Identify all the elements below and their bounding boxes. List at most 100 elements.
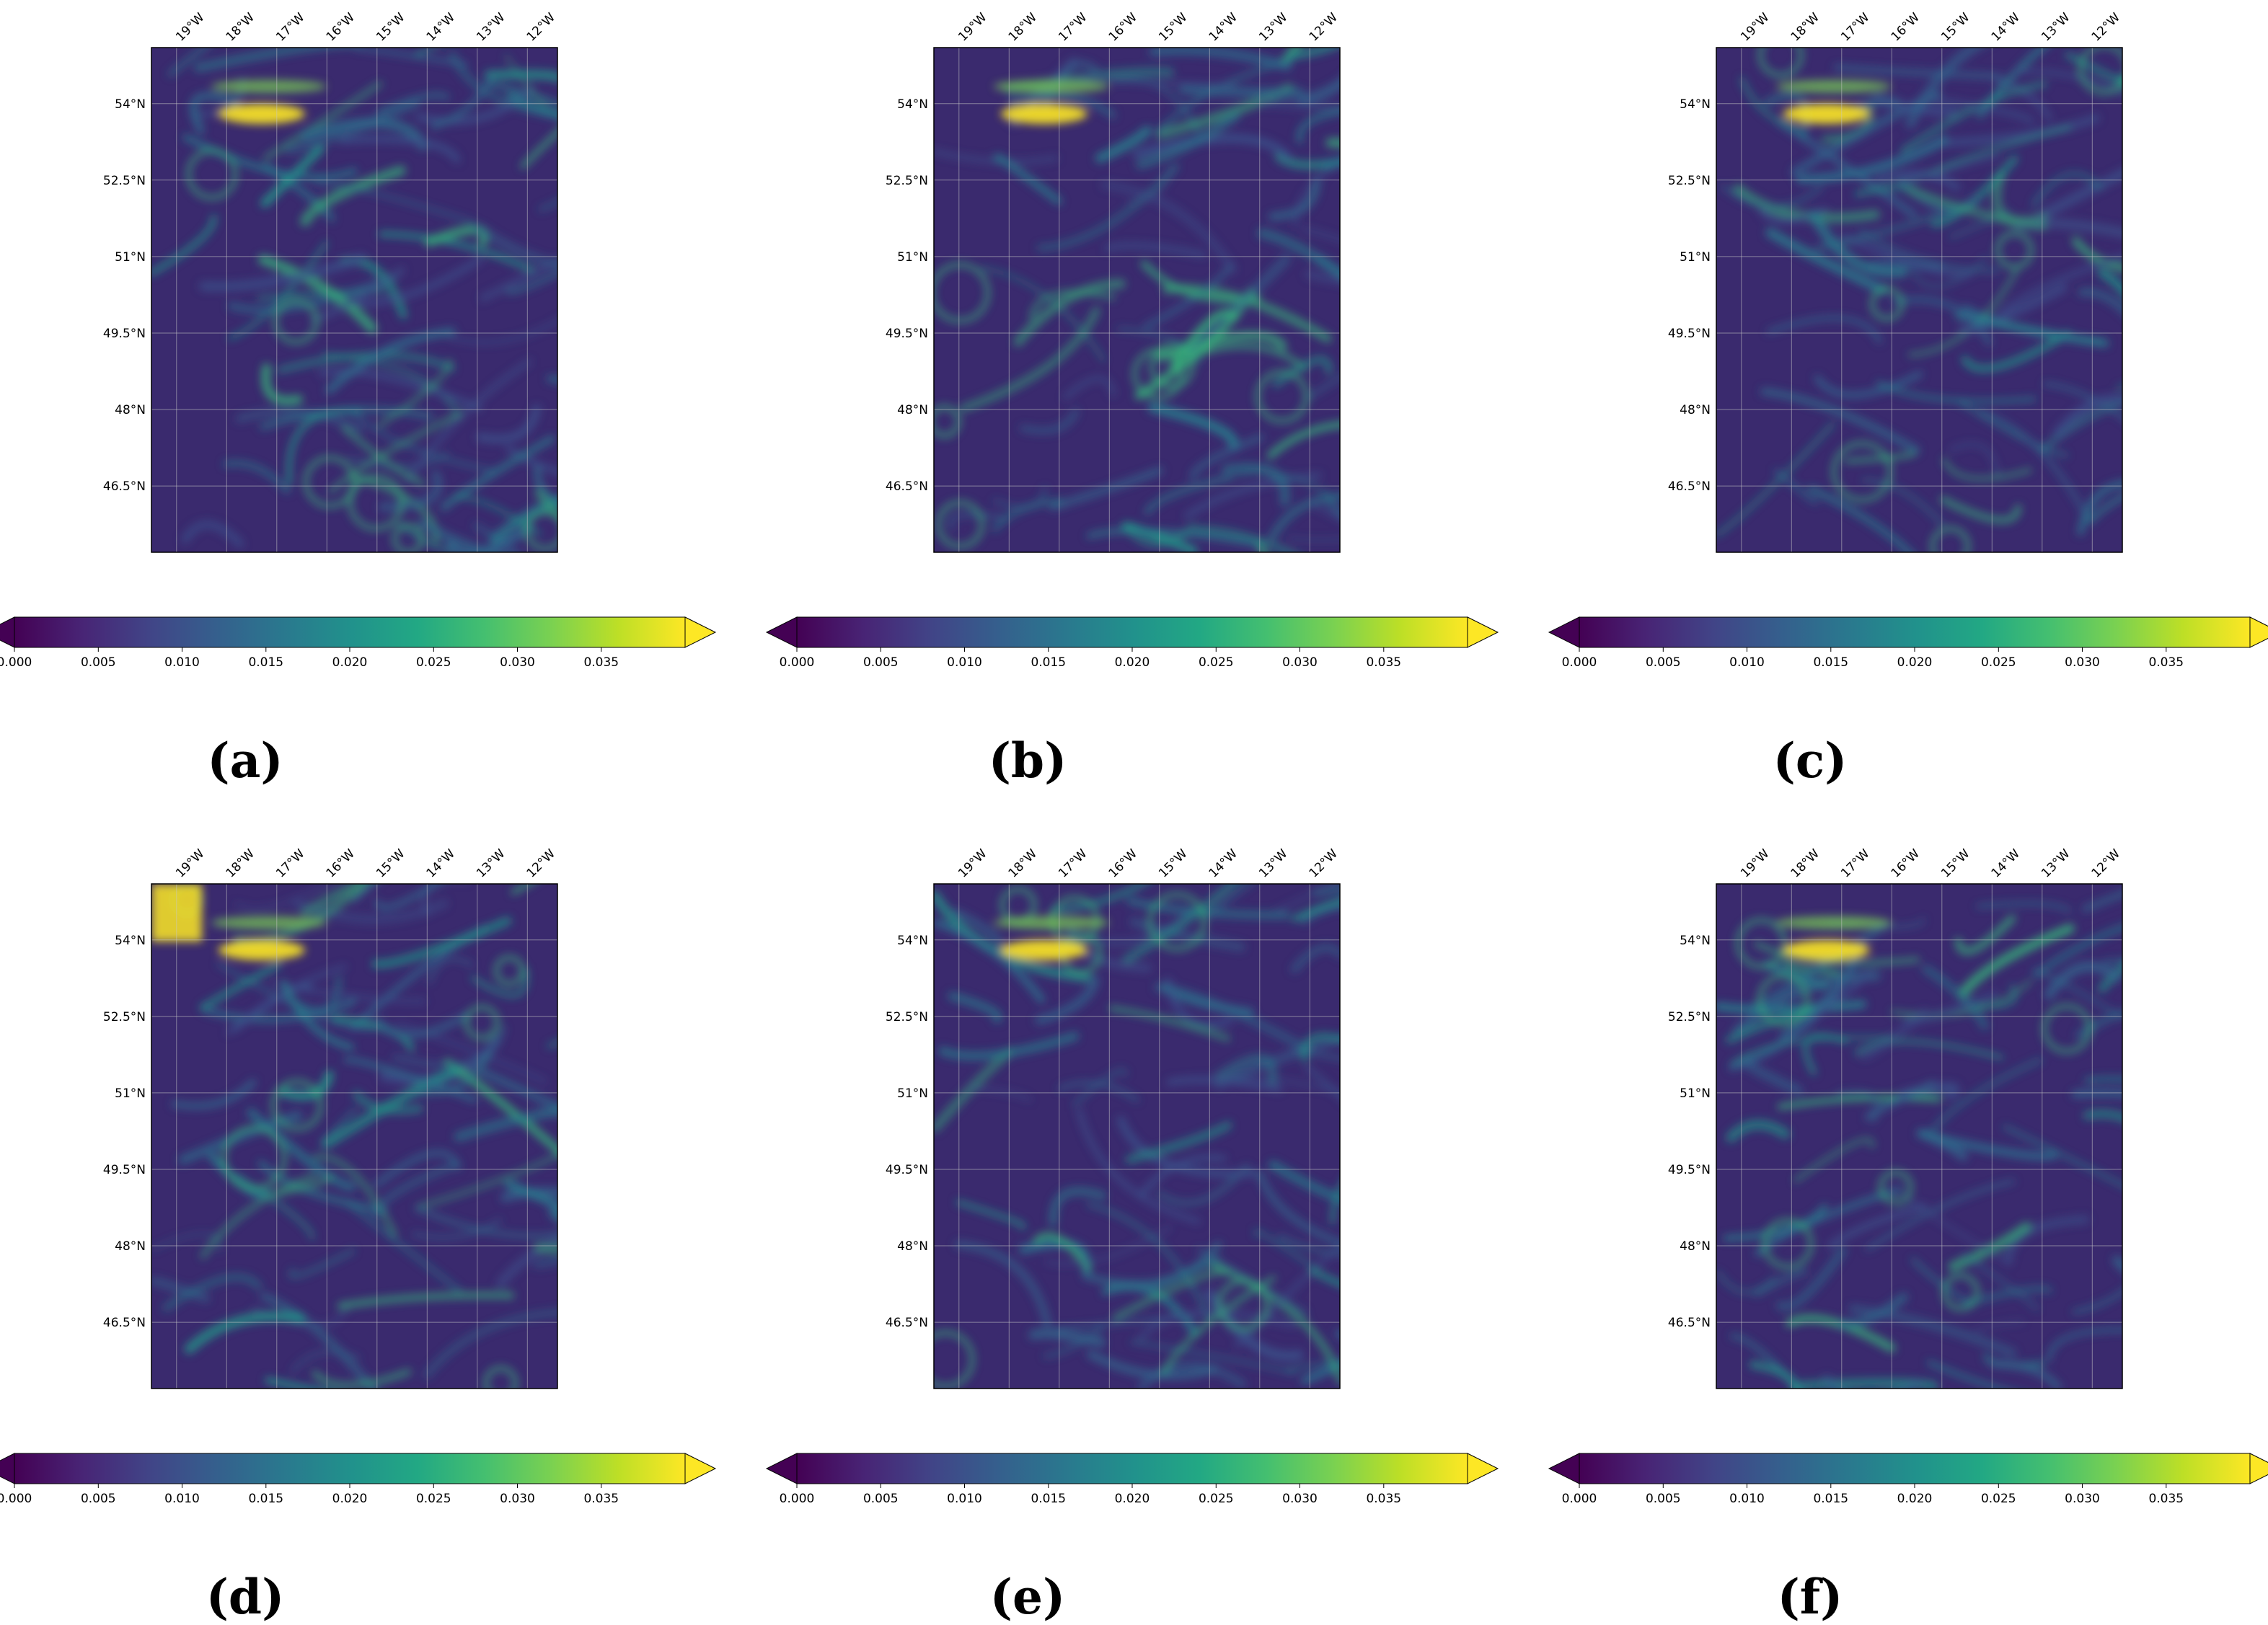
eddy-streak	[337, 1292, 515, 1310]
eddy-streak	[1136, 111, 1240, 169]
eddy-streak	[506, 270, 557, 294]
colorbar-tick-label: 0.015	[1031, 1492, 1066, 1506]
colorbar-tick-label: 0.025	[1199, 1492, 1234, 1506]
filament-streak	[1775, 916, 1892, 929]
eddy-streak	[376, 92, 450, 116]
eddy-streak	[2044, 961, 2122, 1000]
eddy-streak	[431, 74, 495, 130]
eddy-streak	[355, 48, 468, 67]
eddy-streak	[479, 257, 557, 302]
eddy-streak	[1786, 1314, 1896, 1352]
lon-tick-label: 17°W	[1838, 10, 1872, 44]
colorbar-min-extend	[765, 1453, 798, 1484]
eddy-ring	[1217, 1278, 1270, 1332]
eddy-streak	[1019, 408, 1080, 435]
eddy-streak	[1095, 125, 1152, 163]
eddy-streak	[374, 1149, 462, 1187]
eddy-streak	[265, 1377, 320, 1389]
eddy-streak	[1087, 1203, 1211, 1321]
eddy-streak	[1926, 1360, 2007, 1389]
panel-label: (b)	[988, 732, 1067, 789]
eddy-streak	[956, 1200, 1026, 1230]
eddy-streak	[446, 319, 557, 345]
eddy-streak	[1320, 157, 1340, 169]
colorbar-tick-label: 0.030	[2065, 655, 2100, 670]
eddy-streak	[538, 1107, 557, 1117]
eddy-streak	[1807, 485, 1914, 552]
eddy-ring	[348, 474, 405, 531]
eddy-streak	[171, 1079, 257, 1110]
graticule	[151, 884, 557, 1389]
colorbar-tick-label: 0.000	[1562, 655, 1597, 670]
colorbar-2: 0.000 0.005 0.010 0.015 0.020 0.025 0.030 0.035	[765, 616, 1499, 670]
eddy-streak	[1291, 898, 1340, 922]
eddy-streak	[1763, 960, 1830, 990]
eddy-streak	[2077, 480, 2122, 536]
eddy-streak	[1210, 1262, 1340, 1385]
eddy-streak	[343, 1057, 478, 1103]
eddy-streak	[2083, 1109, 2122, 1123]
eddy-ring	[1255, 369, 1309, 424]
eddy-streak	[1214, 1053, 1278, 1086]
colorbar-tick-label: 0.010	[1729, 1492, 1765, 1506]
eddy-ring	[1149, 343, 1195, 389]
eddy-streak	[1154, 983, 1310, 1053]
colorbar-tick-label: 0.000	[1562, 1492, 1597, 1506]
colorbar-tick-label: 0.035	[2148, 655, 2184, 670]
eddy-ring	[1869, 286, 1905, 322]
lat-tick-label: 51°N	[115, 1086, 146, 1101]
lon-tick-label: 16°W	[324, 10, 358, 44]
eddy-streak	[1753, 1268, 1809, 1298]
eddy-streak	[1113, 1269, 1230, 1321]
colorbar-tick-label: 0.005	[863, 1492, 899, 1506]
colorbar-tick-label: 0.015	[1813, 1492, 1848, 1506]
filament-streak	[993, 916, 1109, 929]
eddy-streak	[396, 1022, 547, 1084]
eddy-streak	[489, 495, 557, 545]
eddy-streak	[262, 81, 383, 161]
colorbar-tick-label: 0.005	[81, 655, 116, 670]
eddy-streak	[374, 884, 442, 911]
eddy-streak	[285, 99, 420, 155]
map-frame	[151, 883, 558, 1389]
eddy-streak	[345, 1200, 462, 1293]
map-frame	[933, 47, 1341, 553]
colorbar-gradient	[796, 616, 1468, 648]
colorbar-1: 0.000 0.005 0.010 0.015 0.020 0.025 0.030 0.035	[0, 616, 717, 670]
eddy-streak	[1150, 1257, 1221, 1292]
lat-tick-label: 54°N	[115, 97, 146, 112]
eddy-streak	[1304, 270, 1340, 285]
eddy-streak	[2112, 1255, 2122, 1272]
lat-tick-label: 52.5°N	[886, 174, 928, 188]
colorbar-tick-label: 0.010	[164, 655, 200, 670]
filament-streak	[211, 916, 327, 929]
lon-tick-label: 13°W	[1256, 846, 1290, 880]
eddy-streak	[1335, 1329, 1340, 1339]
lat-tick-label: 46.5°N	[886, 1316, 928, 1330]
lon-tick-label: 13°W	[474, 10, 508, 44]
eddy-streak	[1072, 1068, 1128, 1107]
eddy-streak	[511, 884, 533, 895]
eddy-ring	[1762, 1218, 1814, 1270]
eddy-streak	[2047, 1327, 2122, 1363]
eddy-streak	[505, 1179, 557, 1210]
eddy-streak	[1063, 376, 1116, 400]
eddy-streak	[934, 1047, 1015, 1133]
colorbar-5: 0.000 0.005 0.010 0.015 0.020 0.025 0.030 0.035	[765, 1453, 1499, 1506]
lon-tick-label: 19°W	[956, 846, 989, 880]
eddy-streak	[1916, 1130, 2057, 1161]
colorbar-min-extend	[0, 616, 15, 648]
eddy-streak	[1108, 1006, 1231, 1042]
graticule	[934, 48, 1340, 552]
eddy-streak	[1124, 523, 1197, 548]
map-panel-4: 19°W 18°W 17°W 16°W 15°W 14°W 13°W 12°W 54°N 52.5…	[103, 846, 558, 1389]
lon-tick-label: 15°W	[1156, 846, 1190, 880]
eddy-streak	[378, 231, 534, 273]
eddy-streak	[261, 363, 303, 405]
eddy-streak	[1129, 917, 1246, 952]
eddy-streak	[1268, 1160, 1340, 1203]
colorbar-min-extend	[765, 616, 798, 648]
eddy-streak	[202, 998, 357, 1023]
eddy-streak	[1253, 1228, 1315, 1270]
lon-tick-label: 12°W	[1307, 846, 1341, 880]
